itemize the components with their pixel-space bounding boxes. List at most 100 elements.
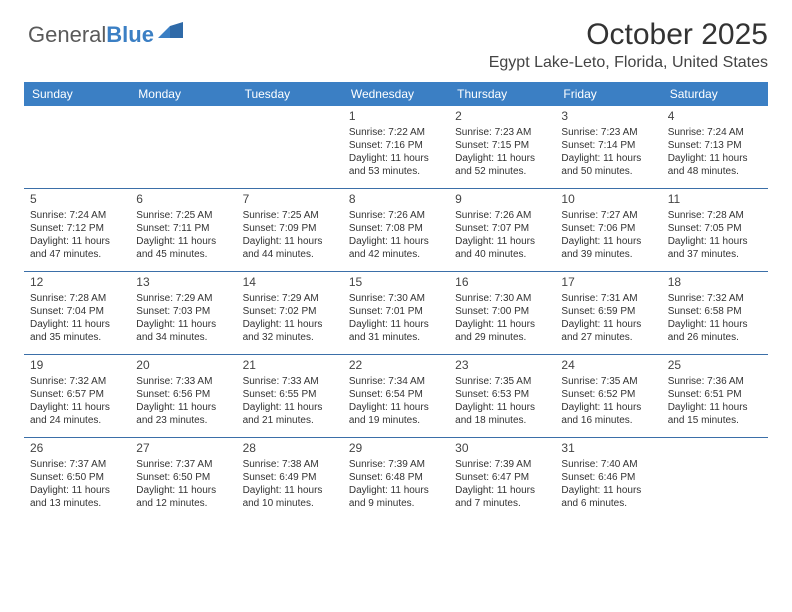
daylight-line-2: and 10 minutes. bbox=[243, 497, 337, 510]
sunset-line: Sunset: 6:51 PM bbox=[668, 388, 762, 401]
calendar-day-cell: 28Sunrise: 7:38 AMSunset: 6:49 PMDayligh… bbox=[237, 438, 343, 520]
sunrise-line: Sunrise: 7:37 AM bbox=[136, 458, 230, 471]
calendar: SundayMondayTuesdayWednesdayThursdayFrid… bbox=[24, 82, 768, 520]
daylight-line-2: and 37 minutes. bbox=[668, 248, 762, 261]
sunrise-line: Sunrise: 7:23 AM bbox=[561, 126, 655, 139]
sunset-line: Sunset: 7:06 PM bbox=[561, 222, 655, 235]
daylight-line-2: and 6 minutes. bbox=[561, 497, 655, 510]
daylight-line-1: Daylight: 11 hours bbox=[561, 484, 655, 497]
calendar-header-cell: Wednesday bbox=[343, 82, 449, 106]
day-number: 5 bbox=[30, 192, 124, 208]
sunset-line: Sunset: 7:01 PM bbox=[349, 305, 443, 318]
sunrise-line: Sunrise: 7:27 AM bbox=[561, 209, 655, 222]
daylight-line-1: Daylight: 11 hours bbox=[455, 152, 549, 165]
calendar-day-cell bbox=[130, 106, 236, 188]
daylight-line-2: and 19 minutes. bbox=[349, 414, 443, 427]
daylight-line-2: and 31 minutes. bbox=[349, 331, 443, 344]
calendar-week-row: 1Sunrise: 7:22 AMSunset: 7:16 PMDaylight… bbox=[24, 106, 768, 189]
sunrise-line: Sunrise: 7:24 AM bbox=[30, 209, 124, 222]
daylight-line-2: and 24 minutes. bbox=[30, 414, 124, 427]
brand-word-1: General bbox=[28, 22, 106, 47]
calendar-week-row: 5Sunrise: 7:24 AMSunset: 7:12 PMDaylight… bbox=[24, 189, 768, 272]
sunrise-line: Sunrise: 7:26 AM bbox=[455, 209, 549, 222]
day-number: 15 bbox=[349, 275, 443, 291]
day-number: 17 bbox=[561, 275, 655, 291]
calendar-day-cell: 30Sunrise: 7:39 AMSunset: 6:47 PMDayligh… bbox=[449, 438, 555, 520]
sunrise-line: Sunrise: 7:25 AM bbox=[243, 209, 337, 222]
sunset-line: Sunset: 7:15 PM bbox=[455, 139, 549, 152]
brand-name: GeneralBlue bbox=[28, 22, 154, 48]
day-number: 31 bbox=[561, 441, 655, 457]
daylight-line-1: Daylight: 11 hours bbox=[668, 318, 762, 331]
day-number: 12 bbox=[30, 275, 124, 291]
calendar-day-cell: 12Sunrise: 7:28 AMSunset: 7:04 PMDayligh… bbox=[24, 272, 130, 354]
daylight-line-2: and 16 minutes. bbox=[561, 414, 655, 427]
daylight-line-2: and 15 minutes. bbox=[668, 414, 762, 427]
calendar-day-cell: 17Sunrise: 7:31 AMSunset: 6:59 PMDayligh… bbox=[555, 272, 661, 354]
daylight-line-2: and 21 minutes. bbox=[243, 414, 337, 427]
calendar-week-row: 12Sunrise: 7:28 AMSunset: 7:04 PMDayligh… bbox=[24, 272, 768, 355]
sunset-line: Sunset: 6:58 PM bbox=[668, 305, 762, 318]
daylight-line-2: and 29 minutes. bbox=[455, 331, 549, 344]
daylight-line-1: Daylight: 11 hours bbox=[349, 401, 443, 414]
sunrise-line: Sunrise: 7:39 AM bbox=[455, 458, 549, 471]
daylight-line-2: and 35 minutes. bbox=[30, 331, 124, 344]
day-number: 4 bbox=[668, 109, 762, 125]
calendar-day-cell: 3Sunrise: 7:23 AMSunset: 7:14 PMDaylight… bbox=[555, 106, 661, 188]
day-number: 1 bbox=[349, 109, 443, 125]
sunset-line: Sunset: 6:50 PM bbox=[136, 471, 230, 484]
day-number: 13 bbox=[136, 275, 230, 291]
location-subtitle: Egypt Lake-Leto, Florida, United States bbox=[24, 54, 768, 72]
calendar-day-cell: 10Sunrise: 7:27 AMSunset: 7:06 PMDayligh… bbox=[555, 189, 661, 271]
calendar-header-cell: Tuesday bbox=[237, 82, 343, 106]
day-number: 14 bbox=[243, 275, 337, 291]
calendar-header-cell: Sunday bbox=[24, 82, 130, 106]
brand-word-2: Blue bbox=[106, 22, 154, 47]
daylight-line-1: Daylight: 11 hours bbox=[30, 318, 124, 331]
day-number: 25 bbox=[668, 358, 762, 374]
daylight-line-1: Daylight: 11 hours bbox=[455, 235, 549, 248]
daylight-line-2: and 26 minutes. bbox=[668, 331, 762, 344]
daylight-line-1: Daylight: 11 hours bbox=[30, 401, 124, 414]
sunrise-line: Sunrise: 7:30 AM bbox=[455, 292, 549, 305]
sunset-line: Sunset: 7:07 PM bbox=[455, 222, 549, 235]
calendar-header-cell: Friday bbox=[555, 82, 661, 106]
calendar-day-cell: 5Sunrise: 7:24 AMSunset: 7:12 PMDaylight… bbox=[24, 189, 130, 271]
daylight-line-2: and 32 minutes. bbox=[243, 331, 337, 344]
day-number: 10 bbox=[561, 192, 655, 208]
daylight-line-1: Daylight: 11 hours bbox=[30, 484, 124, 497]
sunrise-line: Sunrise: 7:25 AM bbox=[136, 209, 230, 222]
day-number: 22 bbox=[349, 358, 443, 374]
brand-logo: GeneralBlue bbox=[28, 22, 184, 48]
calendar-day-cell: 29Sunrise: 7:39 AMSunset: 6:48 PMDayligh… bbox=[343, 438, 449, 520]
day-number: 9 bbox=[455, 192, 549, 208]
sunrise-line: Sunrise: 7:30 AM bbox=[349, 292, 443, 305]
daylight-line-2: and 50 minutes. bbox=[561, 165, 655, 178]
sunset-line: Sunset: 7:11 PM bbox=[136, 222, 230, 235]
sunrise-line: Sunrise: 7:33 AM bbox=[136, 375, 230, 388]
daylight-line-2: and 23 minutes. bbox=[136, 414, 230, 427]
sunset-line: Sunset: 7:09 PM bbox=[243, 222, 337, 235]
calendar-week-row: 26Sunrise: 7:37 AMSunset: 6:50 PMDayligh… bbox=[24, 438, 768, 520]
calendar-week-row: 19Sunrise: 7:32 AMSunset: 6:57 PMDayligh… bbox=[24, 355, 768, 438]
day-number: 20 bbox=[136, 358, 230, 374]
sunrise-line: Sunrise: 7:22 AM bbox=[349, 126, 443, 139]
calendar-header-cell: Thursday bbox=[449, 82, 555, 106]
daylight-line-1: Daylight: 11 hours bbox=[243, 484, 337, 497]
sunrise-line: Sunrise: 7:35 AM bbox=[561, 375, 655, 388]
calendar-day-cell: 21Sunrise: 7:33 AMSunset: 6:55 PMDayligh… bbox=[237, 355, 343, 437]
sunset-line: Sunset: 7:05 PM bbox=[668, 222, 762, 235]
sunset-line: Sunset: 7:04 PM bbox=[30, 305, 124, 318]
brand-mark-icon bbox=[158, 22, 184, 45]
daylight-line-2: and 45 minutes. bbox=[136, 248, 230, 261]
daylight-line-1: Daylight: 11 hours bbox=[136, 484, 230, 497]
daylight-line-1: Daylight: 11 hours bbox=[349, 484, 443, 497]
day-number: 6 bbox=[136, 192, 230, 208]
calendar-day-cell: 8Sunrise: 7:26 AMSunset: 7:08 PMDaylight… bbox=[343, 189, 449, 271]
calendar-day-cell: 19Sunrise: 7:32 AMSunset: 6:57 PMDayligh… bbox=[24, 355, 130, 437]
daylight-line-2: and 39 minutes. bbox=[561, 248, 655, 261]
sunset-line: Sunset: 6:50 PM bbox=[30, 471, 124, 484]
sunset-line: Sunset: 7:13 PM bbox=[668, 139, 762, 152]
calendar-day-cell: 27Sunrise: 7:37 AMSunset: 6:50 PMDayligh… bbox=[130, 438, 236, 520]
calendar-day-cell bbox=[662, 438, 768, 520]
